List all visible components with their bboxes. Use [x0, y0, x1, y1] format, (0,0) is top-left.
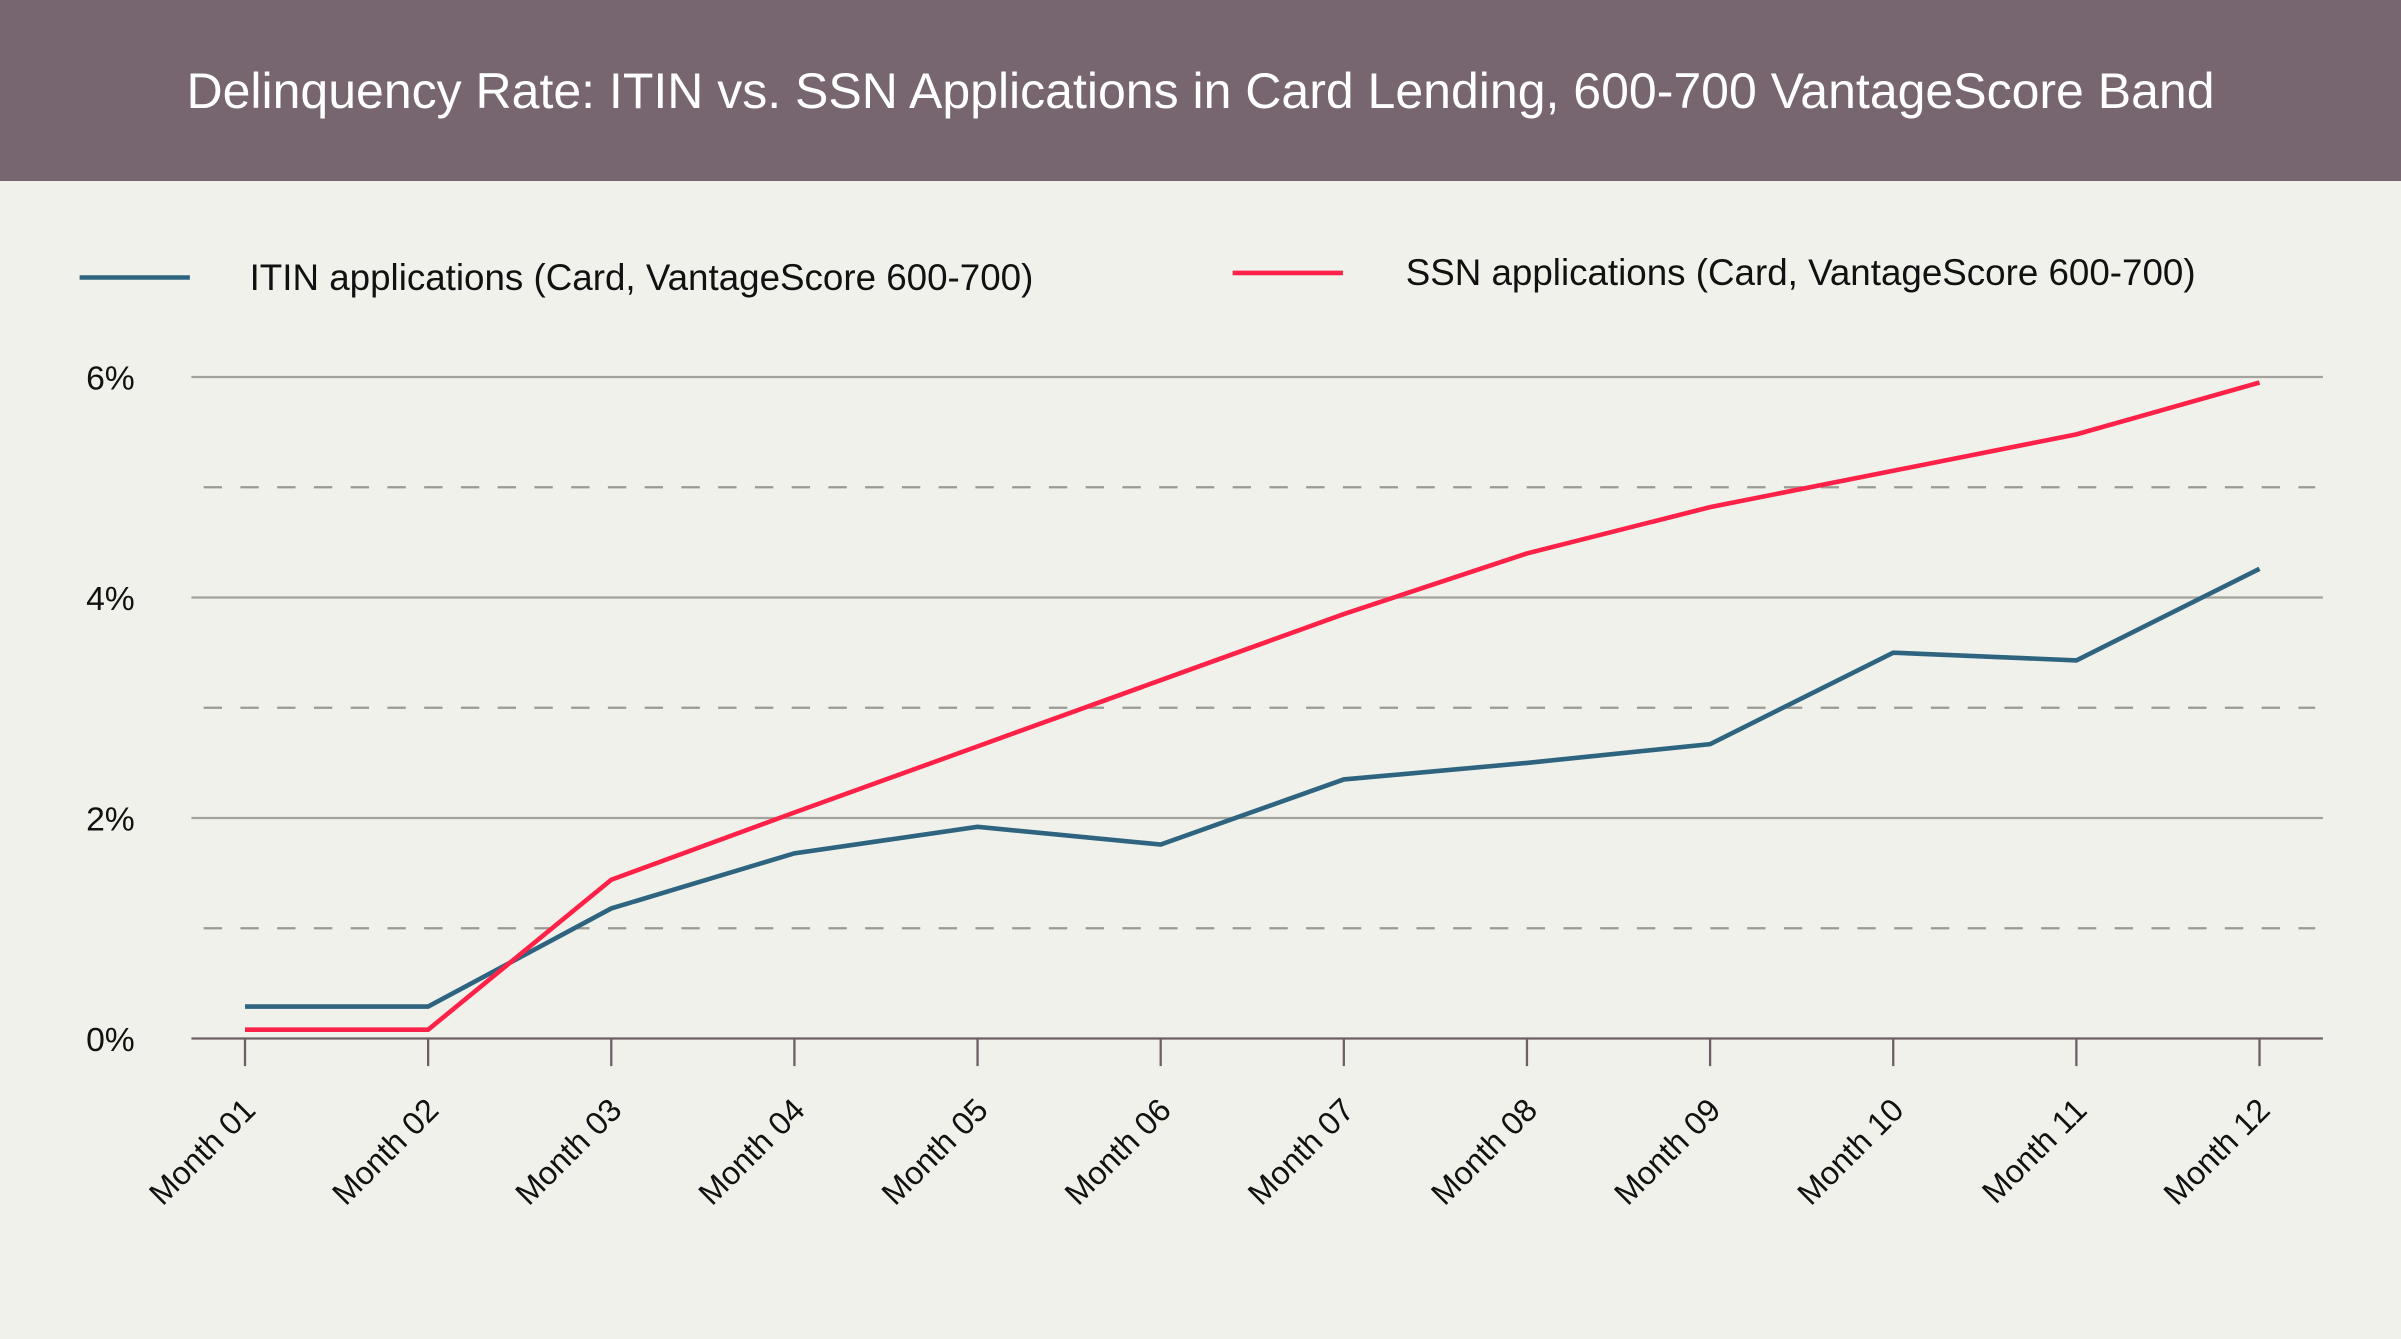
- x-tick-label: Month 06: [1058, 1092, 1178, 1212]
- x-tick-label: Month 09: [1607, 1092, 1727, 1212]
- x-tick-label: Month 05: [875, 1092, 995, 1212]
- x-tick-label: Month 07: [1241, 1092, 1361, 1212]
- series-line-itin: [245, 566, 2261, 1009]
- x-tick-label: Month 12: [2156, 1092, 2276, 1212]
- series-line-ssn: [245, 380, 2261, 1033]
- chart-title: Delinquency Rate: ITIN vs. SSN Applicati…: [186, 62, 2215, 119]
- x-tick-label: Month 01: [142, 1092, 262, 1212]
- x-tick-label: Month 02: [325, 1092, 445, 1212]
- x-tick-label: Month 11: [1975, 1092, 2094, 1211]
- y-tick-label: 6%: [86, 360, 135, 397]
- title-banner: Delinquency Rate: ITIN vs. SSN Applicati…: [0, 0, 2401, 181]
- y-tick-label: 4%: [86, 581, 135, 618]
- x-tick-label: Month 10: [1790, 1092, 1910, 1212]
- y-tick-label: 2%: [86, 801, 135, 838]
- x-tick-label: Month 08: [1424, 1092, 1544, 1212]
- x-tick-label: Month 04: [691, 1092, 811, 1212]
- x-tick-label: Month 03: [508, 1092, 628, 1212]
- y-tick-label: 0%: [86, 1022, 135, 1059]
- legend-label: ITIN applications (Card, VantageScore 60…: [250, 257, 1034, 298]
- legend-label: SSN applications (Card, VantageScore 600…: [1406, 252, 2196, 293]
